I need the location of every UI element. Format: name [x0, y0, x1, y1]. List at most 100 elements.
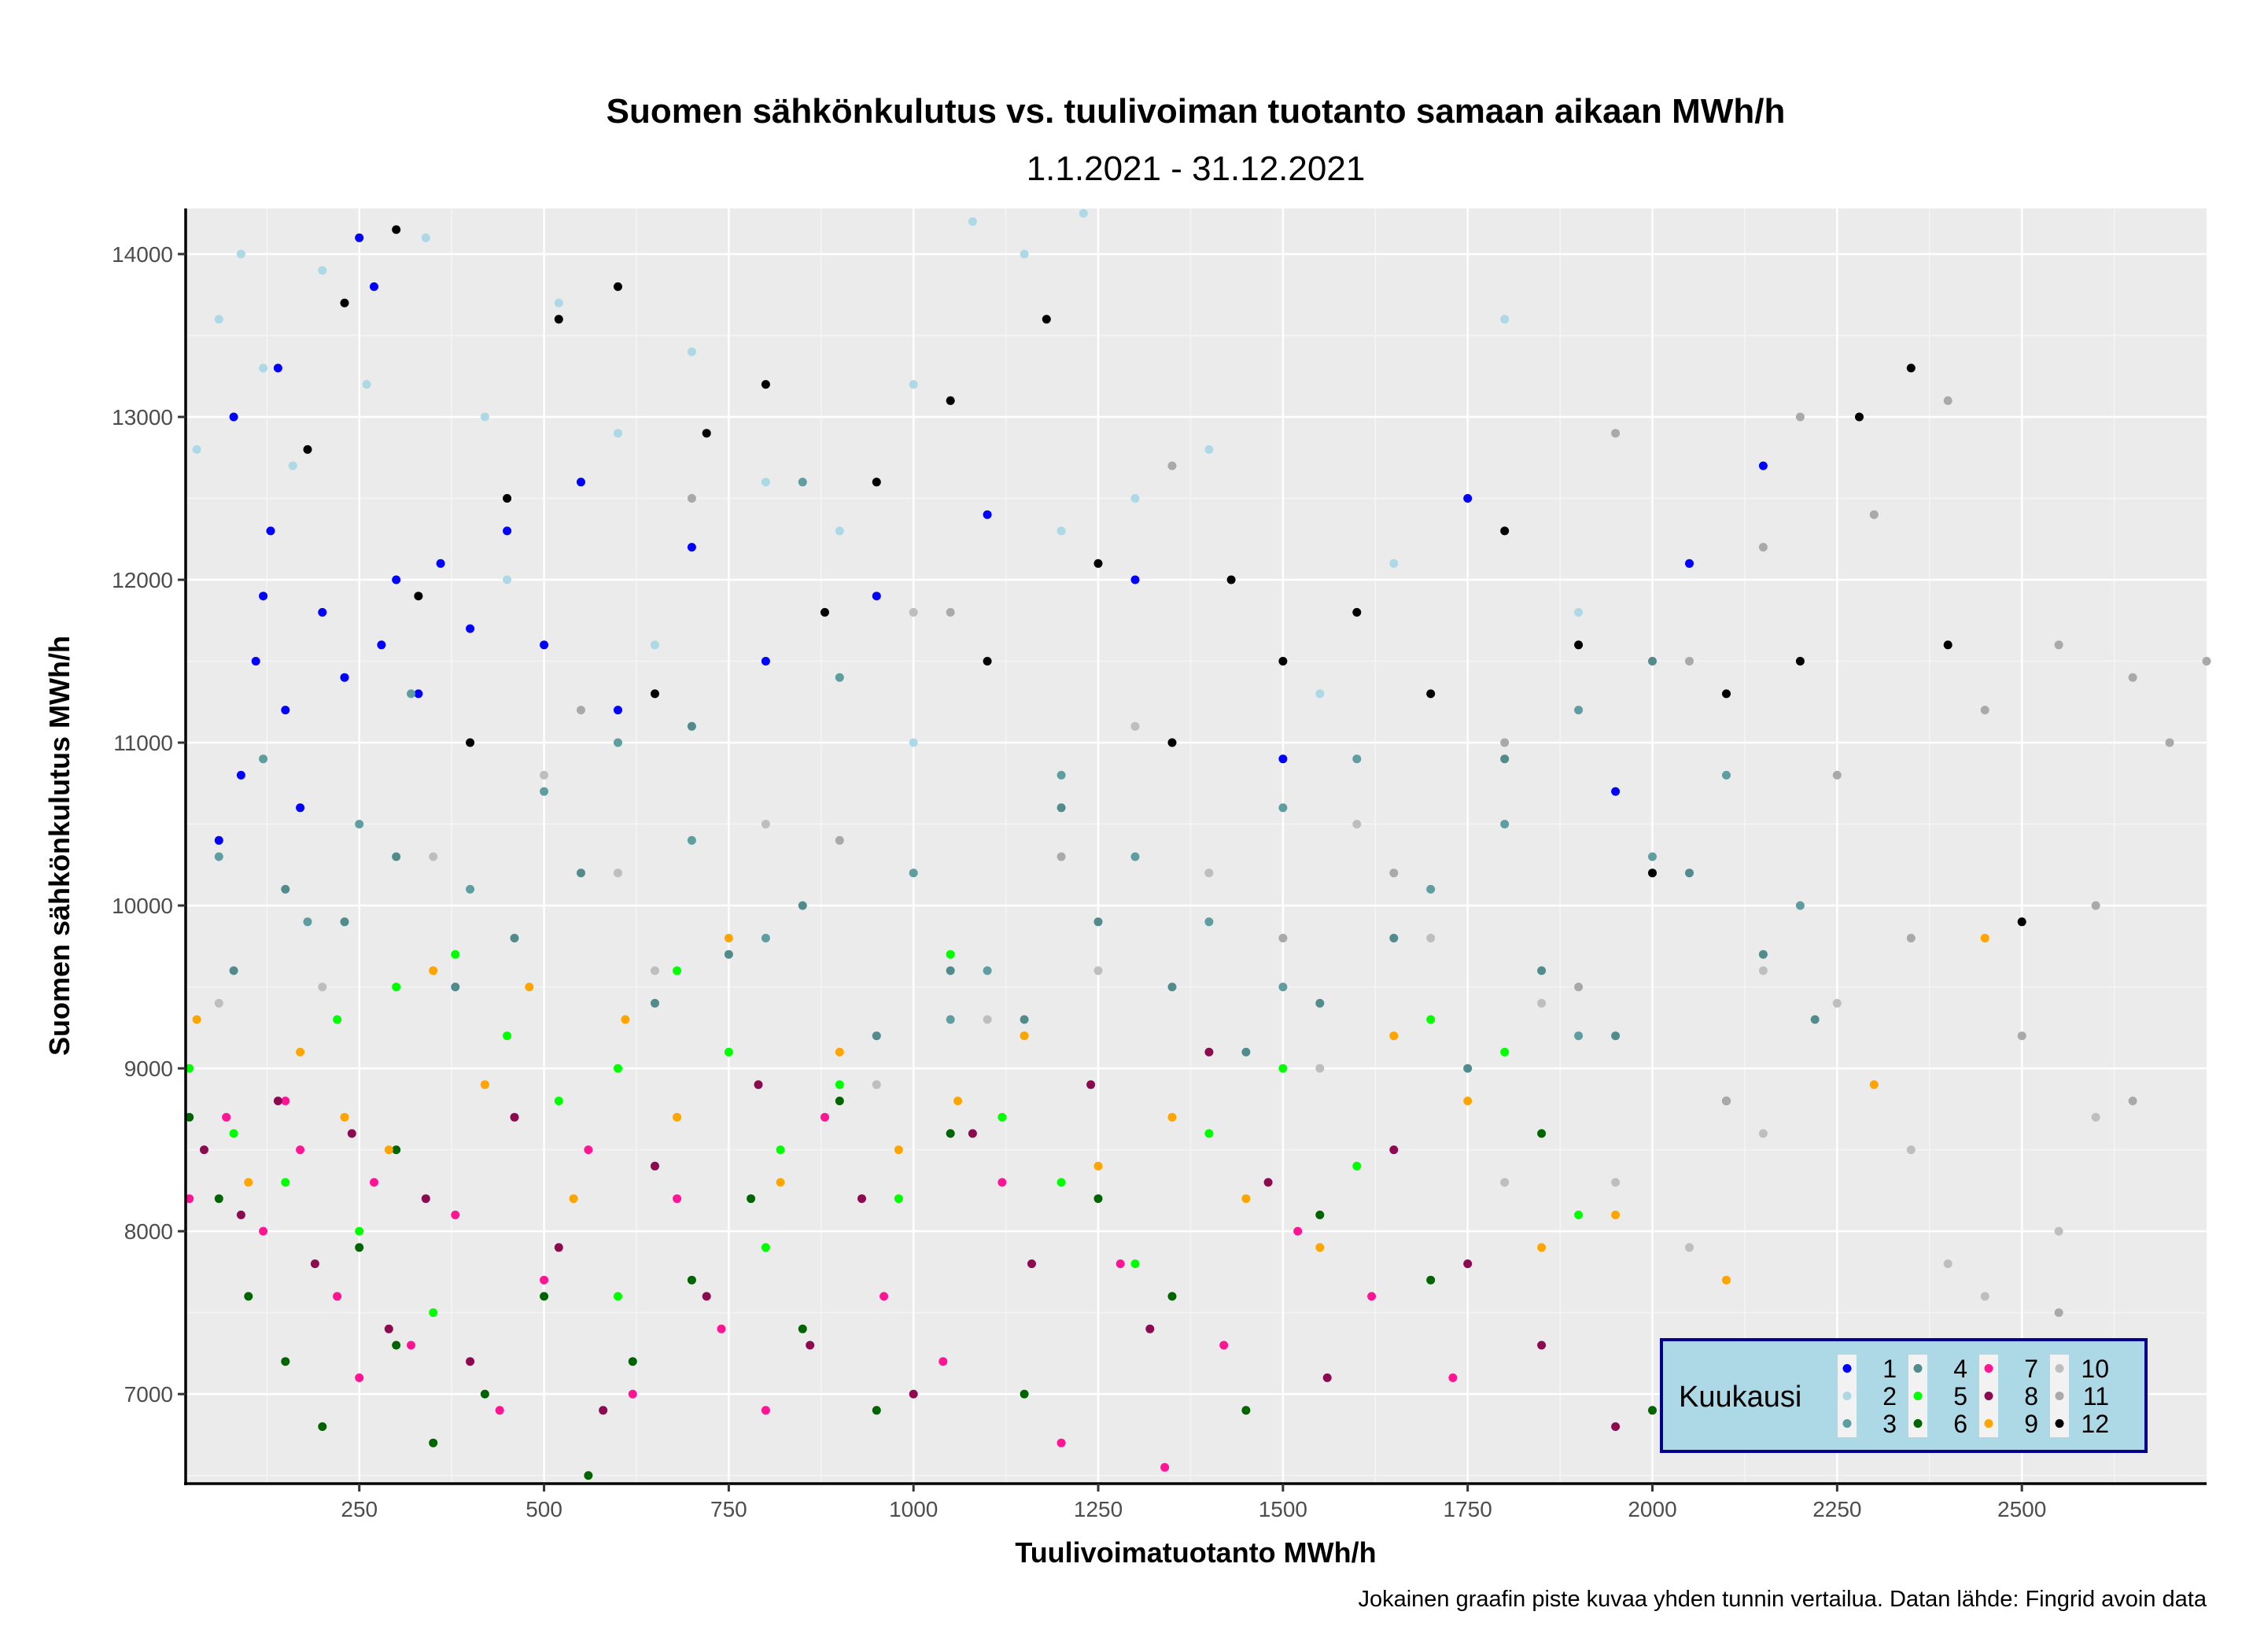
data-point [2202, 657, 2211, 666]
data-point [214, 852, 223, 861]
data-point [702, 429, 711, 438]
data-point [946, 607, 955, 617]
data-point [480, 1389, 489, 1399]
data-point [1500, 526, 1510, 536]
legend-label: 7 [2024, 1355, 2038, 1383]
data-point [1426, 689, 1436, 699]
data-point [192, 1015, 201, 1024]
data-point [1832, 770, 1842, 780]
data-point [392, 575, 401, 584]
legend-label: 9 [2024, 1410, 2038, 1438]
data-point [1093, 1194, 1103, 1204]
data-point [540, 1275, 549, 1285]
data-point [1463, 494, 1473, 503]
data-point [946, 966, 955, 975]
data-point [1537, 1129, 1547, 1138]
data-point [1293, 1226, 1303, 1236]
data-point [1611, 429, 1621, 438]
data-point [1278, 803, 1288, 813]
data-point [1685, 868, 1694, 878]
y-tick-label: 11000 [113, 731, 173, 755]
data-point [1869, 510, 1879, 519]
data-point [1980, 934, 1989, 942]
data-point [1263, 1178, 1273, 1187]
data-point [577, 868, 585, 878]
series-month-10 [214, 607, 2100, 1301]
data-point [1448, 1373, 1458, 1382]
data-point [540, 770, 549, 780]
series-month-1 [214, 233, 1768, 845]
data-point [879, 1292, 889, 1301]
data-point [340, 673, 349, 682]
data-point [273, 1097, 282, 1105]
data-point [340, 917, 349, 927]
data-point [214, 315, 223, 324]
data-point [370, 282, 378, 291]
data-point [214, 835, 223, 845]
data-point [281, 1178, 290, 1187]
data-point [362, 380, 371, 389]
data-point [1795, 901, 1805, 910]
data-point [1855, 412, 1864, 422]
data-point [1611, 1210, 1621, 1219]
data-point [1389, 934, 1399, 942]
data-point [480, 1080, 489, 1090]
data-point [857, 1194, 866, 1204]
data-point [333, 1292, 342, 1301]
data-point [776, 1178, 785, 1187]
data-point [2128, 1097, 2137, 1105]
data-point [185, 1194, 194, 1204]
data-point [318, 266, 327, 275]
data-point [599, 1406, 608, 1415]
data-point [1322, 1373, 1332, 1382]
data-point [318, 1422, 327, 1431]
data-point [1758, 950, 1768, 959]
data-point [510, 934, 519, 942]
y-tick-label: 14000 [112, 242, 173, 267]
data-point [1906, 363, 1916, 373]
data-point [761, 934, 770, 942]
data-point [1500, 820, 1510, 829]
data-point [1426, 1015, 1436, 1024]
data-point [1500, 738, 1510, 747]
data-point [266, 526, 275, 536]
data-point [1315, 998, 1325, 1008]
data-point [333, 1015, 342, 1024]
data-point [259, 592, 268, 601]
data-point [1226, 575, 1236, 584]
data-point [983, 966, 992, 975]
data-point [1758, 1129, 1768, 1138]
data-point [1093, 966, 1103, 975]
data-point [429, 852, 438, 861]
data-point [355, 1373, 364, 1382]
data-point [392, 852, 401, 861]
legend-label: 8 [2024, 1382, 2038, 1410]
data-point [466, 1357, 475, 1366]
data-point [835, 1080, 844, 1090]
data-point [414, 689, 423, 699]
data-point [584, 1145, 593, 1155]
legend-key-1 [1842, 1364, 1852, 1373]
legend-label: 4 [1953, 1355, 1967, 1383]
data-point [340, 298, 349, 308]
data-point [1093, 1161, 1103, 1171]
legend-label: 10 [2081, 1355, 2109, 1383]
data-point [584, 1471, 593, 1481]
data-point [1537, 966, 1547, 975]
data-point [229, 1129, 238, 1138]
data-point [1611, 787, 1621, 796]
legend-key-10 [2055, 1364, 2064, 1373]
data-point [421, 1194, 430, 1204]
data-point [251, 657, 260, 666]
data-point [525, 983, 534, 992]
data-point [1027, 1259, 1036, 1268]
data-point [2054, 640, 2063, 650]
data-point [628, 1357, 637, 1366]
data-point [451, 983, 460, 992]
data-point [614, 868, 622, 878]
data-point [318, 607, 327, 617]
data-point [1130, 1259, 1140, 1268]
series-month-3 [214, 478, 1805, 1041]
gridlines [186, 208, 2207, 1484]
data-point [259, 754, 268, 764]
